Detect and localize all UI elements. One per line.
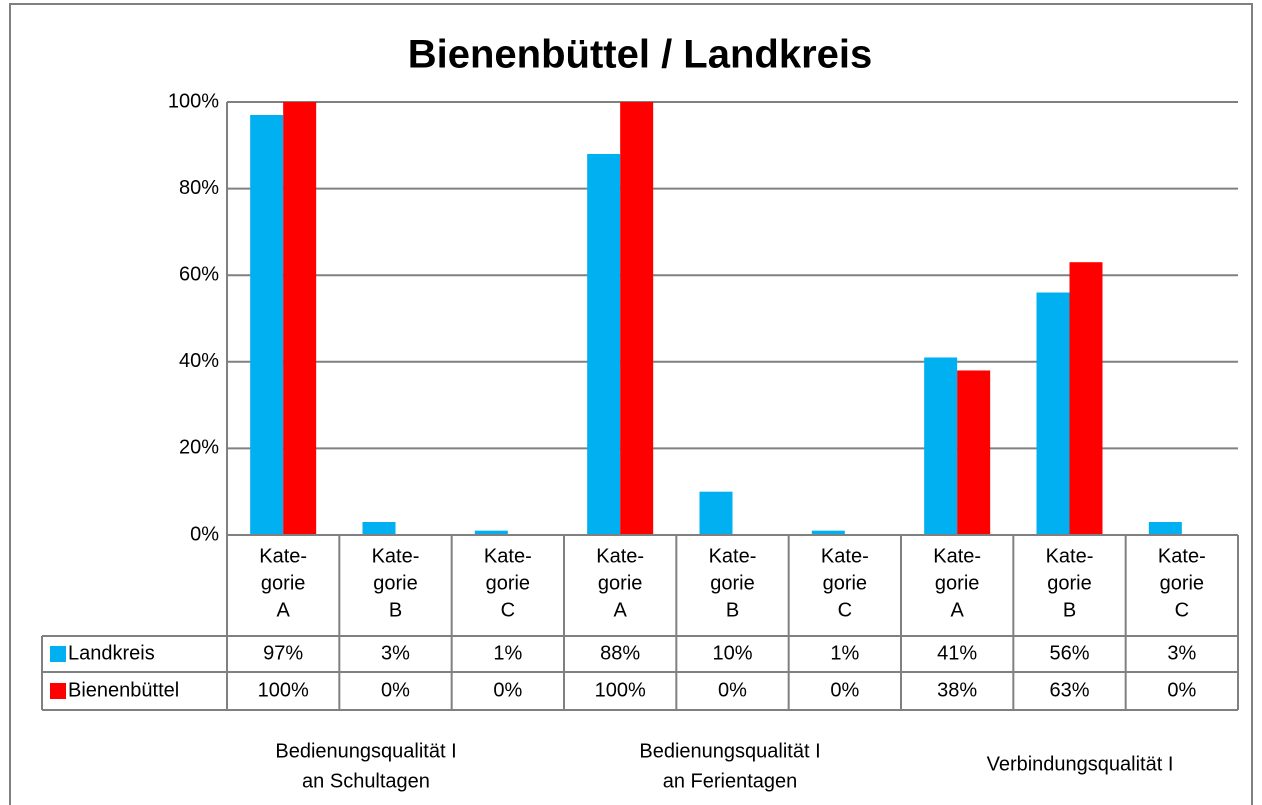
bar [620,102,654,535]
x-tick-label: Kate- [709,545,757,567]
x-tick-label: C [1175,599,1189,621]
data-label: 0% [381,679,410,701]
x-tick-label: gorie [486,572,530,594]
data-label: 3% [1167,642,1196,664]
x-tick-label: A [276,599,290,621]
x-tick-label: gorie [710,572,754,594]
x-tick-label: Kate- [1046,545,1094,567]
x-tick-label: B [389,599,402,621]
bar [250,114,284,536]
data-label: 3% [381,642,410,664]
chart-title: Bienenbüttel / Landkreis [408,33,873,77]
data-label: 0% [830,679,859,701]
bar [811,530,845,535]
x-tick-label: Kate- [484,545,532,567]
y-tick-label: 40% [179,350,219,372]
data-label: 97% [263,642,303,664]
x-tick-label: C [501,599,515,621]
x-tick-label: Kate- [933,545,981,567]
data-label: 10% [712,642,752,664]
data-label: 0% [718,679,747,701]
x-tick-label: Kate- [372,545,420,567]
data-label: 1% [493,642,522,664]
legend-label: Landkreis [68,642,155,664]
data-label: 0% [1167,679,1196,701]
bar [474,530,508,535]
group-label: Verbindungsqualität I [987,753,1174,775]
bar [924,357,958,535]
bar [1036,292,1070,535]
x-tick-label: Kate- [596,545,644,567]
data-label: 1% [830,642,859,664]
x-tick-label: Kate- [259,545,307,567]
legend-swatch [50,683,66,699]
bar [1148,522,1182,535]
x-tick-label: gorie [1160,572,1204,594]
x-tick-label: gorie [373,572,417,594]
bar [957,370,991,535]
data-label: 63% [1049,679,1089,701]
x-tick-label: gorie [598,572,642,594]
bar [1069,262,1103,535]
x-tick-label: A [613,599,627,621]
y-tick-label: 20% [179,437,219,459]
x-tick-label: Kate- [1158,545,1206,567]
data-label: 88% [600,642,640,664]
bar [587,153,621,535]
legend-swatch [50,646,66,662]
data-label: 41% [937,642,977,664]
group-label: an Schultagen [302,770,430,792]
group-label: Bedienungsqualität I [275,740,456,762]
x-tick-label: C [838,599,852,621]
legend-label: Bienenbüttel [68,679,179,701]
data-label: 100% [595,679,646,701]
data-label: 100% [258,679,309,701]
bar [283,102,317,535]
group-label: an Ferientagen [663,770,798,792]
data-label: 56% [1049,642,1089,664]
y-tick-label: 0% [190,523,219,545]
bar [699,491,733,535]
x-tick-label: gorie [261,572,305,594]
x-tick-label: B [726,599,739,621]
y-tick-label: 100% [168,90,219,112]
y-tick-label: 80% [179,177,219,199]
x-tick-label: A [950,599,964,621]
x-tick-label: gorie [823,572,867,594]
data-label: 38% [937,679,977,701]
data-label: 0% [493,679,522,701]
x-tick-label: gorie [935,572,979,594]
group-label: Bedienungsqualität I [639,740,820,762]
bar [362,522,396,535]
x-tick-label: gorie [1047,572,1091,594]
x-tick-label: Kate- [821,545,869,567]
y-tick-label: 60% [179,263,219,285]
x-tick-label: B [1063,599,1076,621]
